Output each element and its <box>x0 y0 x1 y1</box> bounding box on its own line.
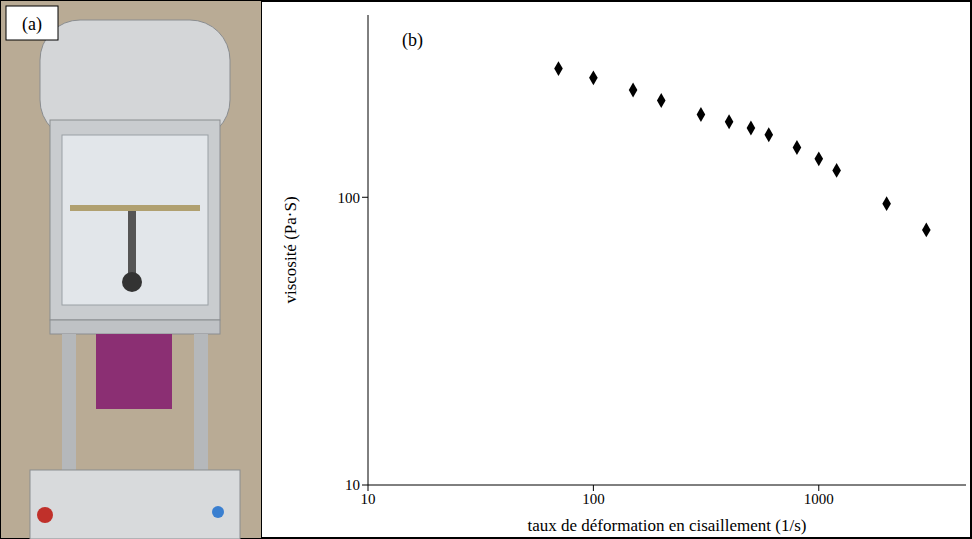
svg-text:1000: 1000 <box>804 491 834 507</box>
svg-text:10: 10 <box>361 491 376 507</box>
svg-text:taux de déformation en cisaill: taux de déformation en cisaillement (1/s… <box>528 516 807 535</box>
svg-text:10: 10 <box>345 477 360 493</box>
svg-text:(a): (a) <box>22 14 42 35</box>
svg-text:100: 100 <box>338 190 361 206</box>
html-text:(b): (b) <box>402 30 423 50</box>
svg-text:viscosité (Pa·S): viscosité (Pa·S) <box>281 196 300 303</box>
svg-text:100: 100 <box>582 491 605 507</box>
